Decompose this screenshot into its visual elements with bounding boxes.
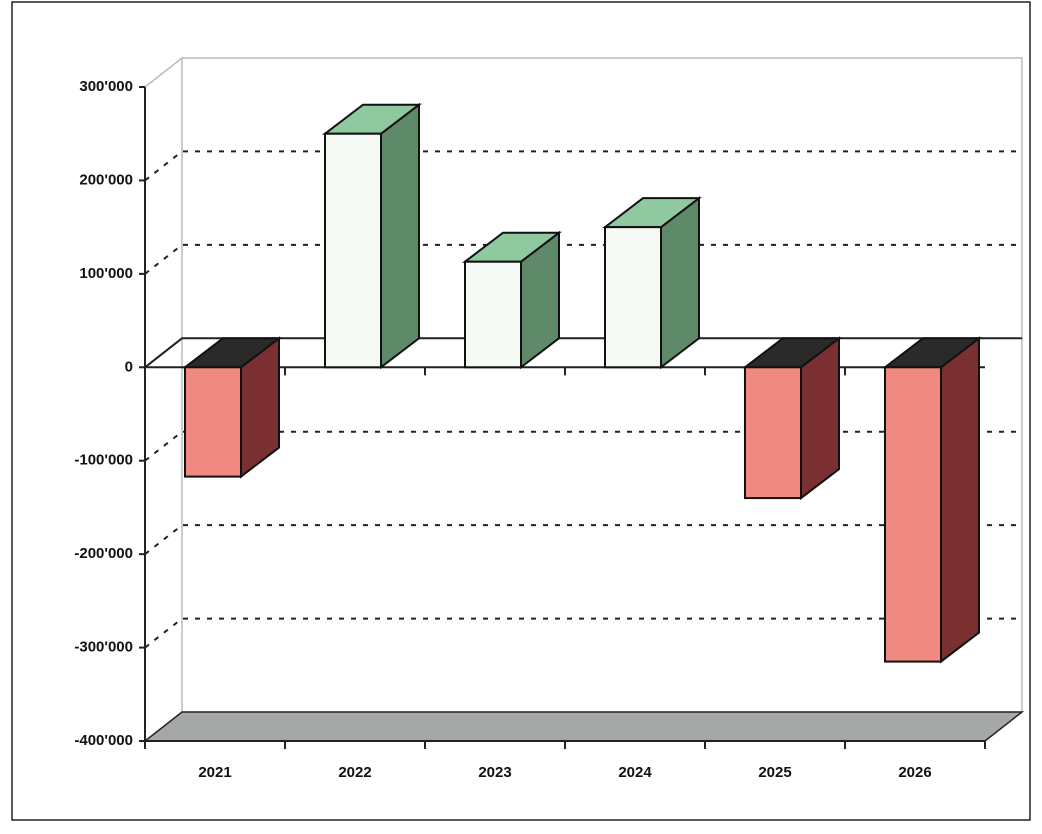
bar-side — [940, 336, 980, 664]
grid-line — [144, 430, 1022, 462]
grid-line — [144, 524, 1022, 555]
x-tick-label: 2022 — [338, 764, 371, 781]
x-tick-label: 2026 — [898, 764, 931, 781]
bar — [464, 260, 522, 369]
grid-line — [144, 243, 1022, 275]
y-tick-label: 100'000 — [79, 265, 133, 282]
y-tick-label: -200'000 — [74, 545, 133, 562]
x-tick-label: 2021 — [198, 764, 231, 781]
x-tick-label: 2023 — [478, 764, 511, 781]
zero-line-back — [144, 337, 1022, 369]
y-tick-label: 300'000 — [79, 78, 133, 95]
bar — [604, 226, 662, 369]
x-tick-label: 2025 — [758, 764, 791, 781]
y-tick-label: -400'000 — [74, 732, 133, 749]
bar — [884, 366, 942, 663]
y-tick-label: -100'000 — [74, 452, 133, 469]
bar — [184, 366, 242, 478]
y-tick-label: 0 — [125, 358, 133, 375]
grid-line — [144, 617, 1022, 649]
chart-frame — [11, 1, 1031, 821]
floor — [142, 711, 1025, 742]
grid-line — [144, 150, 1022, 182]
y-tick-label: 200'000 — [79, 171, 133, 188]
bar — [324, 132, 382, 369]
x-tick-label: 2024 — [618, 764, 652, 781]
back-wall — [181, 57, 1023, 712]
bar-side — [380, 102, 420, 370]
y-tick-label: -300'000 — [74, 639, 133, 656]
bar — [744, 366, 802, 500]
side-wall-top — [144, 57, 183, 88]
